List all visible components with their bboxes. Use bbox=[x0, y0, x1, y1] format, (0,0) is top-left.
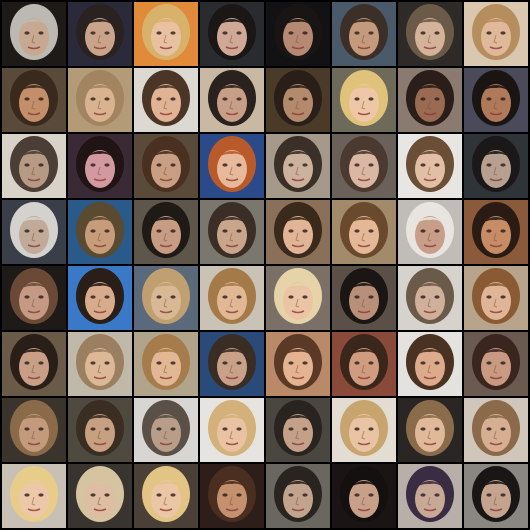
face-thumbnail bbox=[464, 266, 528, 330]
face-thumbnail bbox=[2, 266, 66, 330]
face-thumbnail bbox=[332, 398, 396, 462]
face-thumbnail bbox=[464, 332, 528, 396]
face-thumbnail bbox=[464, 134, 528, 198]
face-thumbnail bbox=[68, 332, 132, 396]
face-thumbnail bbox=[2, 2, 66, 66]
face-thumbnail bbox=[200, 464, 264, 528]
face-thumbnail bbox=[200, 266, 264, 330]
face-thumbnail bbox=[2, 464, 66, 528]
face-thumbnail bbox=[2, 398, 66, 462]
face-thumbnail bbox=[134, 332, 198, 396]
face-thumbnail bbox=[68, 200, 132, 264]
face-thumbnail bbox=[332, 200, 396, 264]
face-thumbnail bbox=[398, 200, 462, 264]
face-thumbnail bbox=[398, 266, 462, 330]
face-thumbnail bbox=[68, 398, 132, 462]
face-thumbnail bbox=[266, 266, 330, 330]
face-thumbnail bbox=[266, 68, 330, 132]
face-thumbnail bbox=[398, 464, 462, 528]
face-thumbnail bbox=[134, 2, 198, 66]
face-thumbnail bbox=[134, 398, 198, 462]
face-thumbnail bbox=[2, 68, 66, 132]
face-thumbnail bbox=[464, 398, 528, 462]
face-thumbnail bbox=[2, 200, 66, 264]
face-thumbnail bbox=[2, 134, 66, 198]
face-thumbnail bbox=[68, 68, 132, 132]
face-thumbnail bbox=[266, 200, 330, 264]
face-thumbnail bbox=[134, 134, 198, 198]
face-thumbnail bbox=[332, 134, 396, 198]
face-thumbnail bbox=[200, 332, 264, 396]
face-thumbnail bbox=[332, 68, 396, 132]
face-thumbnail bbox=[332, 2, 396, 66]
face-thumbnail bbox=[332, 266, 396, 330]
face-thumbnail bbox=[332, 464, 396, 528]
face-thumbnail bbox=[266, 134, 330, 198]
face-thumbnail bbox=[266, 2, 330, 66]
face-thumbnail bbox=[2, 332, 66, 396]
face-thumbnail bbox=[68, 134, 132, 198]
face-thumbnail bbox=[464, 200, 528, 264]
face-thumbnail bbox=[266, 398, 330, 462]
face-thumbnail bbox=[200, 2, 264, 66]
face-thumbnail bbox=[68, 266, 132, 330]
face-thumbnail bbox=[398, 68, 462, 132]
face-thumbnail bbox=[398, 332, 462, 396]
face-thumbnail bbox=[398, 134, 462, 198]
face-thumbnail bbox=[266, 464, 330, 528]
face-thumbnail bbox=[134, 266, 198, 330]
face-thumbnail bbox=[134, 68, 198, 132]
face-thumbnail bbox=[134, 464, 198, 528]
face-thumbnail bbox=[200, 398, 264, 462]
face-thumbnail bbox=[398, 398, 462, 462]
face-thumbnail bbox=[266, 332, 330, 396]
face-thumbnail bbox=[200, 68, 264, 132]
face-thumbnail bbox=[134, 200, 198, 264]
face-thumbnail bbox=[200, 200, 264, 264]
face-thumbnail bbox=[464, 68, 528, 132]
face-thumbnail bbox=[332, 332, 396, 396]
face-thumbnail bbox=[68, 2, 132, 66]
face-thumbnail bbox=[68, 464, 132, 528]
face-thumbnail bbox=[200, 134, 264, 198]
face-thumbnail bbox=[464, 464, 528, 528]
face-thumbnail bbox=[398, 2, 462, 66]
face-thumbnail bbox=[464, 2, 528, 66]
